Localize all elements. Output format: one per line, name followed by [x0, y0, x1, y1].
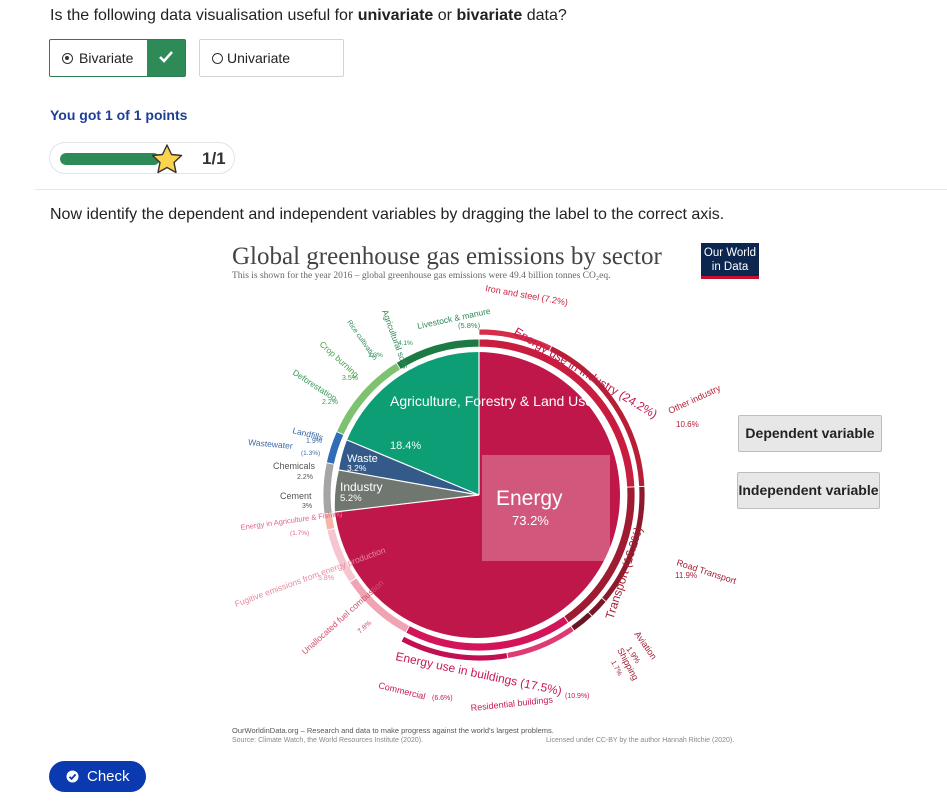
owid-logo: Our World in Data [701, 243, 759, 279]
option-univariate[interactable]: Univariate [199, 39, 344, 77]
option-label: Univariate [227, 50, 291, 66]
check-button[interactable]: Check [49, 761, 146, 792]
pie-value-energy: 73.2% [512, 513, 549, 528]
label-cement: Cement [280, 491, 312, 501]
label-commercial: Commercial [378, 680, 427, 701]
value-fugitive: 5.8% [318, 575, 334, 582]
question-2: Now identify the dependent and independe… [50, 206, 725, 223]
value-agri-soils: 4.1% [398, 340, 413, 347]
star-icon [151, 144, 183, 174]
progress-fill [60, 153, 160, 165]
figure-subtitle: This is shown for the year 2016 – global… [232, 270, 611, 281]
value-energy-agri: (1.7%) [290, 530, 309, 537]
label-wastewater: Wastewater [248, 437, 293, 451]
label-residential: Residential buildings [470, 694, 554, 713]
radio-selected-icon[interactable] [62, 53, 73, 64]
value-wastewater: (1.3%) [301, 450, 320, 457]
value-commercial: (6.6%) [432, 695, 453, 702]
emissions-figure: Global greenhouse gas emissions by secto… [232, 243, 759, 744]
value-livestock: (5.8%) [458, 321, 481, 330]
sector-pie [334, 352, 620, 638]
svg-text:Our World: Our World [704, 247, 756, 259]
pie-slice-waste [339, 440, 479, 495]
label-unallocated: Unallocated fuel combustion [300, 577, 386, 656]
ring-agriculture [395, 338, 480, 371]
pie-slice-energy [335, 352, 620, 638]
footer-left: OurWorldinData.org – Research and data t… [232, 726, 554, 735]
dependent-variable-label[interactable]: Dependent variable [738, 415, 882, 452]
value-cement: 3% [302, 503, 312, 510]
correct-indicator [147, 40, 185, 76]
progress-bar [60, 153, 160, 165]
label-crop-burning: Crop burning [318, 339, 361, 379]
label-livestock: Livestock & manure [416, 306, 491, 331]
pie-label-industry: Industry [340, 480, 383, 494]
check-circle-icon [66, 770, 79, 783]
score-progress: 1/1 [49, 142, 235, 174]
pie-slice-agriculture [347, 352, 479, 495]
pie-value-industry: 5.2% [340, 493, 362, 504]
label-iron-steel: Iron and steel (7.2%) [485, 283, 569, 307]
value-shipping: 1.7% [609, 660, 623, 677]
points-result: You got 1 of 1 points [50, 107, 188, 123]
axis-drop-zone[interactable] [482, 455, 610, 561]
value-other-industry: 10.6% [676, 420, 699, 429]
radio-icon[interactable] [212, 53, 223, 64]
footer-license: Licensed under CC-BY by the author Hanna… [546, 737, 734, 744]
pie-slice-industry [334, 470, 479, 512]
pie-value-waste: 3.2% [347, 463, 367, 473]
question-1: Is the following data visualisation usef… [50, 7, 567, 24]
pie-label-energy: Energy [496, 487, 563, 510]
value-unallocated: 7.8% [357, 620, 374, 636]
value-rice: 1.3% [368, 352, 383, 359]
value-deforestation: 2.2% [322, 399, 338, 406]
section-divider [35, 189, 947, 190]
option-label: Bivariate [79, 50, 134, 66]
ring-industry-process [322, 462, 335, 515]
figure-title: Global greenhouse gas emissions by secto… [232, 243, 662, 270]
sector-rings [322, 328, 646, 662]
checkmark-icon [159, 51, 173, 63]
option-bivariate[interactable]: Bivariate [49, 39, 186, 77]
pie-label-agriculture: Agriculture, Forestry & Land Use [390, 393, 593, 409]
value-chemicals: 2.2% [297, 474, 313, 481]
check-button-label: Check [87, 768, 130, 785]
svg-text:in Data: in Data [712, 261, 749, 273]
footer-source: Source: Climate Watch, the World Resourc… [232, 737, 423, 744]
value-crop-burning: 3.5% [342, 375, 358, 382]
ring-residential [400, 635, 509, 662]
score-text: 1/1 [202, 149, 226, 168]
label-deforestation: Deforestation [291, 367, 339, 403]
pie-value-agriculture: 18.4% [390, 440, 421, 452]
value-landfills: 1.9% [306, 438, 322, 445]
independent-variable-label[interactable]: Independent variable [737, 472, 880, 509]
label-chemicals: Chemicals [273, 461, 316, 471]
pie-label-waste: Waste [347, 453, 378, 465]
value-road-transport: 11.9% [675, 571, 697, 580]
label-other-industry: Other industry [667, 383, 723, 416]
value-residential: (10.9%) [565, 693, 590, 700]
